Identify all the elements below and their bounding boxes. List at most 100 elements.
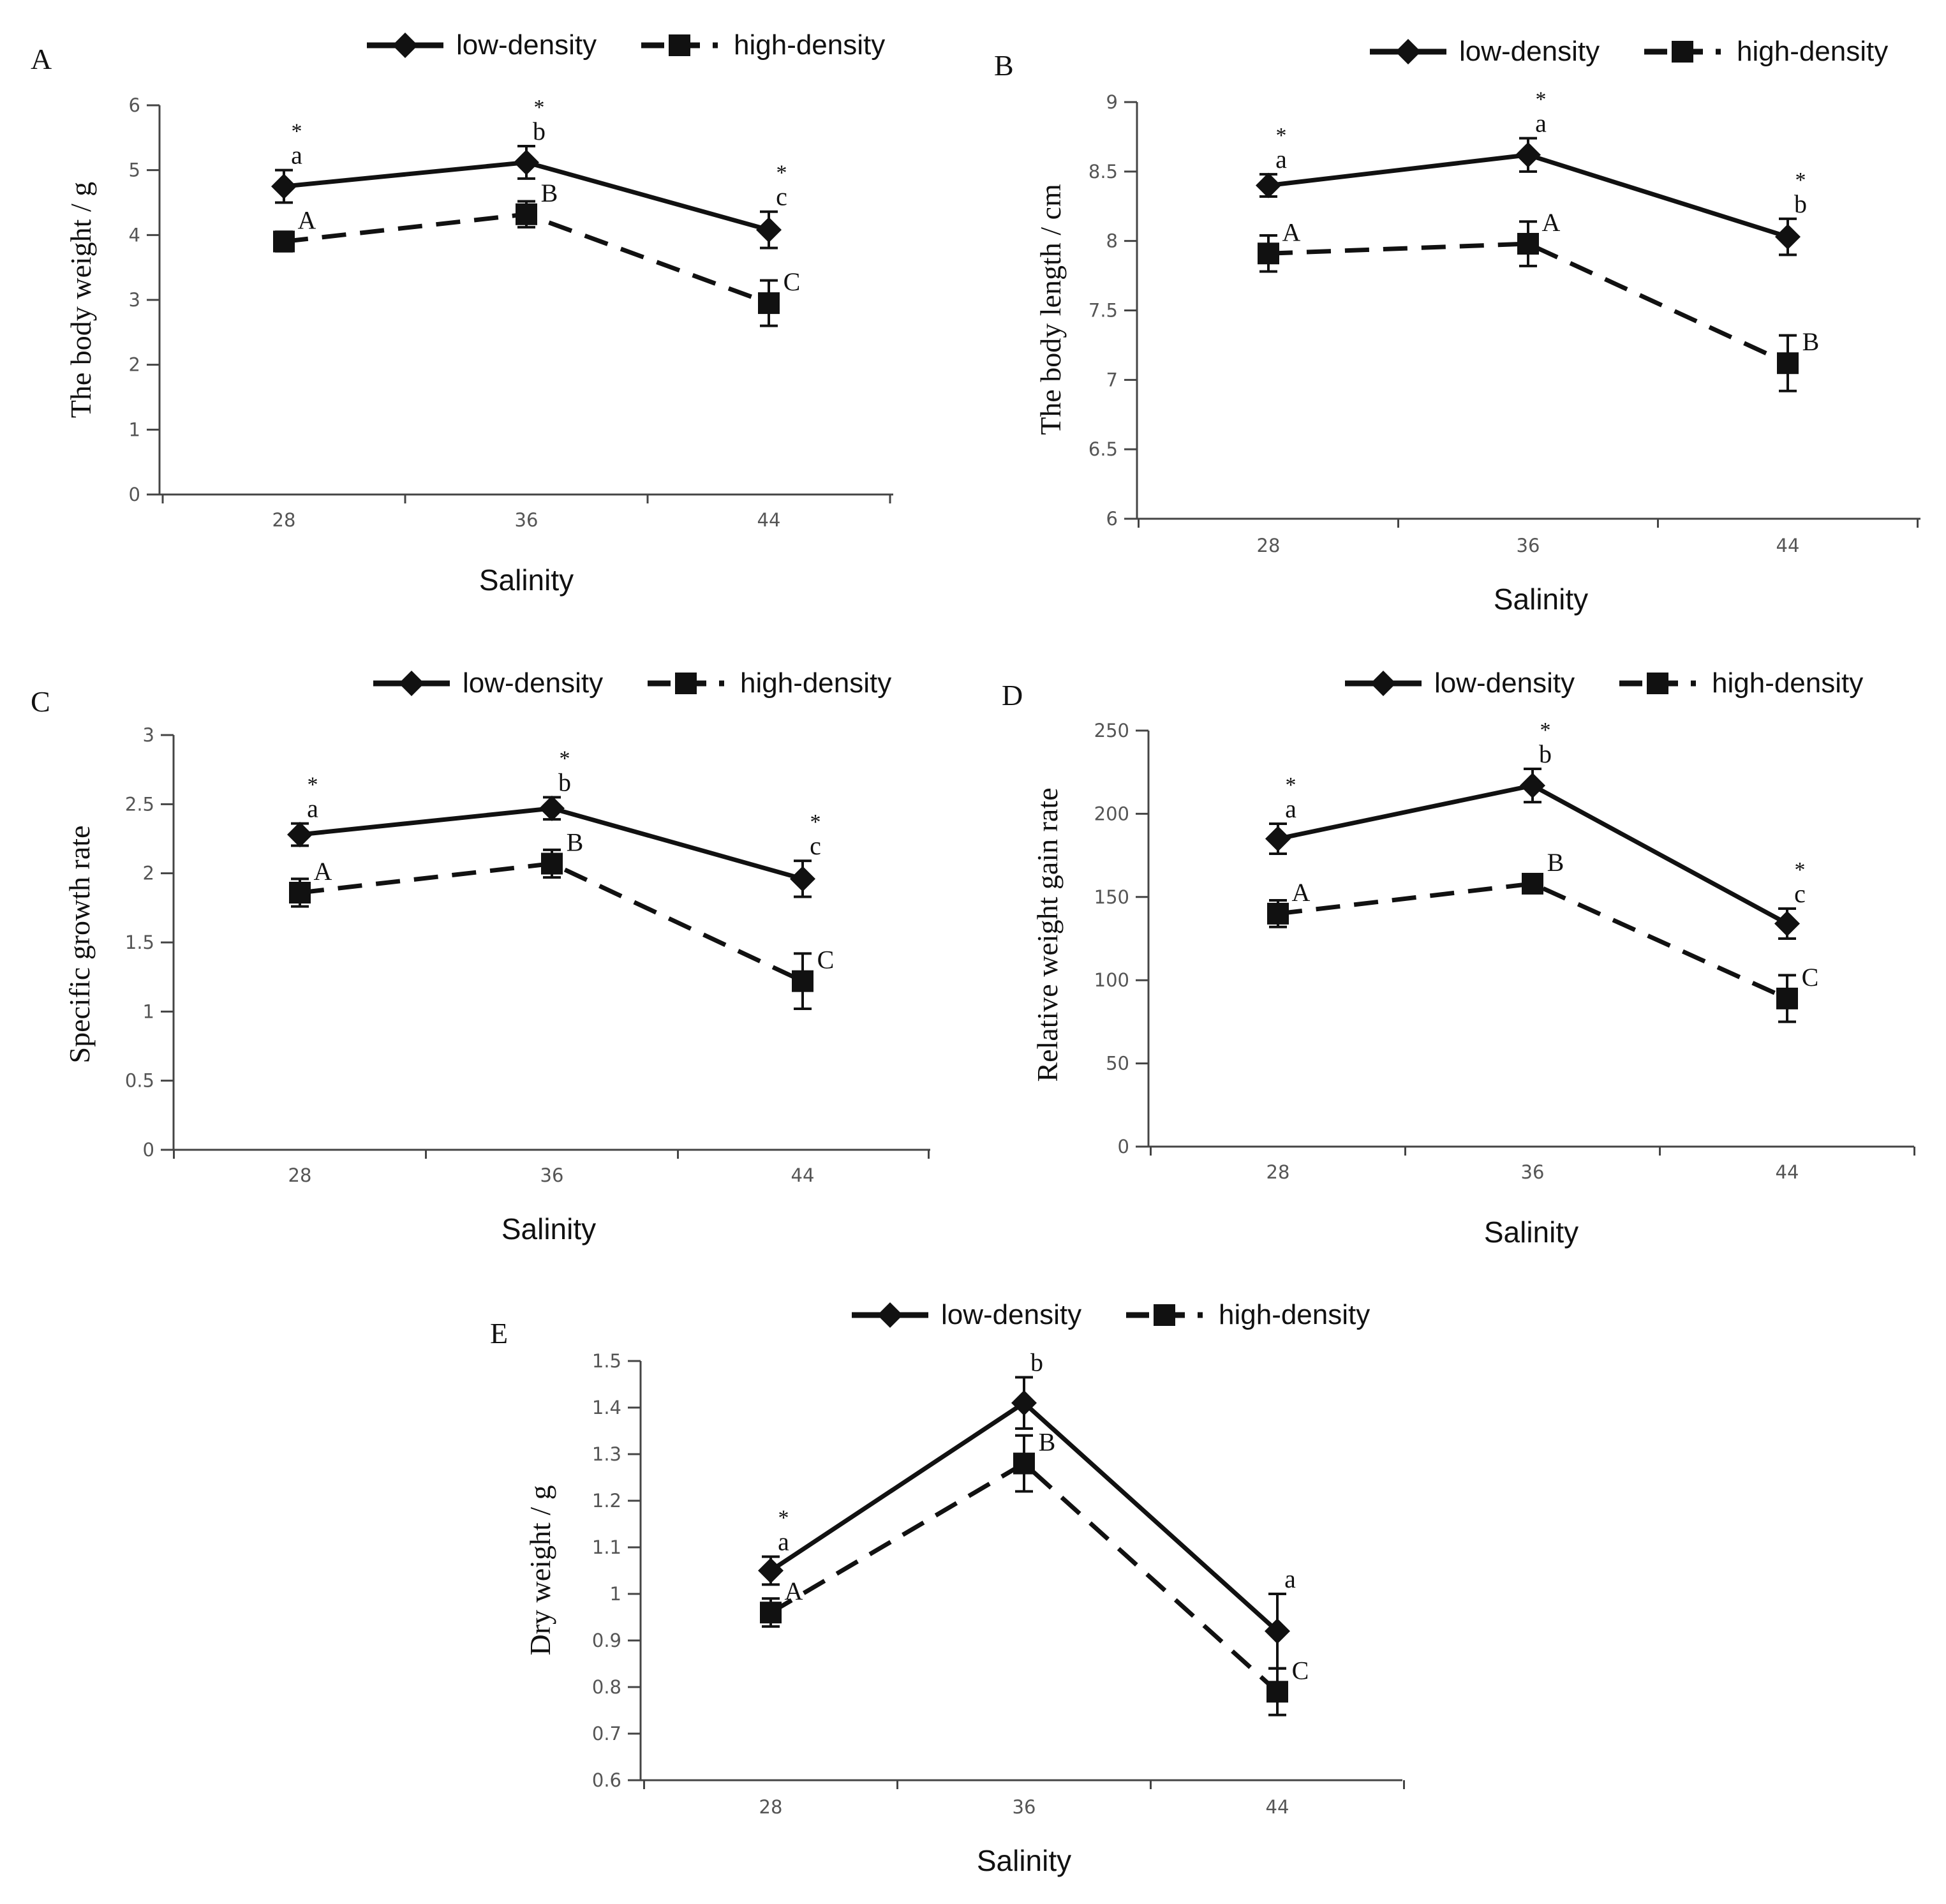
- significance-letter: b: [533, 117, 546, 145]
- data-point: [1517, 233, 1539, 255]
- data-point: [539, 795, 565, 821]
- data-point: [1011, 1390, 1037, 1416]
- x-tick-label: 28: [288, 1164, 312, 1186]
- series-high-density: A B C: [273, 179, 800, 327]
- y-tick-label: 3: [143, 724, 154, 746]
- significance-letter: b: [558, 768, 571, 797]
- legend-high-label: high-density: [1737, 36, 1888, 67]
- data-point: [287, 822, 313, 847]
- significance-letter: A: [785, 1577, 803, 1605]
- legend-low-label: low-density: [1434, 667, 1575, 699]
- data-point: [792, 970, 813, 992]
- y-tick-label: 0.5: [125, 1070, 154, 1092]
- significance-letter: A: [1282, 218, 1301, 246]
- y-tick-label: 9: [1106, 91, 1118, 113]
- legend-high-marker: [1154, 1304, 1175, 1326]
- data-point: [1013, 1452, 1035, 1475]
- y-tick-label: 1.5: [125, 932, 154, 953]
- x-tick-label: 44: [757, 509, 781, 531]
- data-point: [541, 852, 563, 875]
- significance-letter: b: [1539, 740, 1552, 768]
- series-low-density: a*b*c*: [271, 96, 787, 249]
- significance-star: *: [1536, 88, 1547, 112]
- legend-high-marker: [669, 34, 690, 56]
- x-tick-label: 28: [1257, 535, 1281, 556]
- series-high-density: A A B: [1258, 208, 1820, 392]
- legend-high-label: high-density: [740, 667, 891, 699]
- legend-low-label: low-density: [463, 667, 603, 699]
- y-tick-label: 0.8: [592, 1676, 621, 1698]
- significance-letter: c: [1794, 879, 1806, 908]
- data-point: [1522, 872, 1543, 895]
- legend-high-marker: [675, 673, 697, 694]
- y-tick-label: 7.5: [1088, 300, 1118, 322]
- y-tick-label: 0.9: [592, 1630, 621, 1651]
- x-tick-label: 36: [515, 509, 538, 531]
- significance-star: *: [778, 1506, 789, 1530]
- significance-star: *: [308, 773, 318, 797]
- significance-star: *: [292, 120, 302, 144]
- data-point: [516, 203, 537, 225]
- significance-letter: a: [1275, 145, 1287, 174]
- legend-high-label: high-density: [734, 29, 885, 61]
- significance-star: *: [1286, 773, 1296, 797]
- data-point: [760, 1602, 782, 1624]
- y-tick-label: 1: [610, 1583, 621, 1605]
- y-tick-label: 150: [1094, 886, 1129, 908]
- data-point: [756, 217, 782, 243]
- y-tick-label: 4: [129, 224, 140, 246]
- x-axis-title: Salinity: [1494, 583, 1588, 616]
- data-point: [1265, 1618, 1290, 1644]
- significance-letter: c: [776, 182, 787, 211]
- significance-letter: C: [1292, 1656, 1309, 1685]
- significance-star: *: [1795, 858, 1806, 882]
- x-tick-label: 44: [1266, 1796, 1289, 1818]
- significance-letter: b: [1030, 1348, 1043, 1377]
- series-low-density: a*ba: [758, 1348, 1296, 1670]
- significance-letter: a: [307, 794, 318, 823]
- data-point: [758, 1558, 784, 1584]
- data-point: [289, 882, 311, 904]
- y-tick-label: 0.6: [592, 1769, 621, 1791]
- x-tick-label: 36: [1521, 1161, 1545, 1183]
- legend: low-density high-density: [1345, 667, 1863, 699]
- data-point: [273, 230, 295, 253]
- legend-high-marker: [1647, 673, 1668, 694]
- y-tick-label: 1.5: [592, 1350, 621, 1372]
- series-line: [1277, 881, 1788, 1001]
- legend-low-marker: [1370, 671, 1396, 696]
- y-tick-label: 0.7: [592, 1723, 621, 1744]
- data-point: [1775, 224, 1801, 250]
- significance-letter: A: [298, 206, 316, 235]
- significance-letter: B: [1802, 327, 1820, 356]
- significance-star: *: [1795, 168, 1806, 192]
- y-tick-label: 100: [1094, 969, 1129, 991]
- legend: low-density high-density: [852, 1299, 1370, 1330]
- y-axis-title: Dry weight / g: [524, 1485, 556, 1655]
- legend-low-marker: [392, 33, 418, 58]
- panel-letter: E: [490, 1317, 508, 1350]
- data-point: [271, 174, 297, 200]
- legend: low-density high-density: [373, 667, 891, 699]
- x-tick-label: 36: [1517, 535, 1540, 556]
- significance-letter: A: [314, 857, 332, 886]
- significance-letter: B: [541, 179, 558, 207]
- y-tick-label: 1: [143, 1000, 154, 1022]
- significance-star: *: [534, 96, 545, 119]
- x-axis-title: Salinity: [479, 563, 574, 597]
- series-line: [1268, 241, 1789, 366]
- legend-high-label: high-density: [1712, 667, 1863, 699]
- y-axis-title: Specific growth rate: [63, 826, 96, 1064]
- series-low-density: a*b*c*: [1265, 718, 1806, 940]
- series-low-density: a*b*c*: [287, 747, 821, 898]
- legend: low-density high-density: [367, 29, 885, 61]
- significance-star: *: [776, 161, 787, 185]
- legend-low-marker: [399, 671, 424, 696]
- data-point: [1777, 352, 1799, 375]
- y-tick-label: 1.1: [592, 1536, 621, 1558]
- significance-star: *: [1276, 124, 1287, 147]
- y-axis-title: Relative weight gain rate: [1031, 787, 1064, 1082]
